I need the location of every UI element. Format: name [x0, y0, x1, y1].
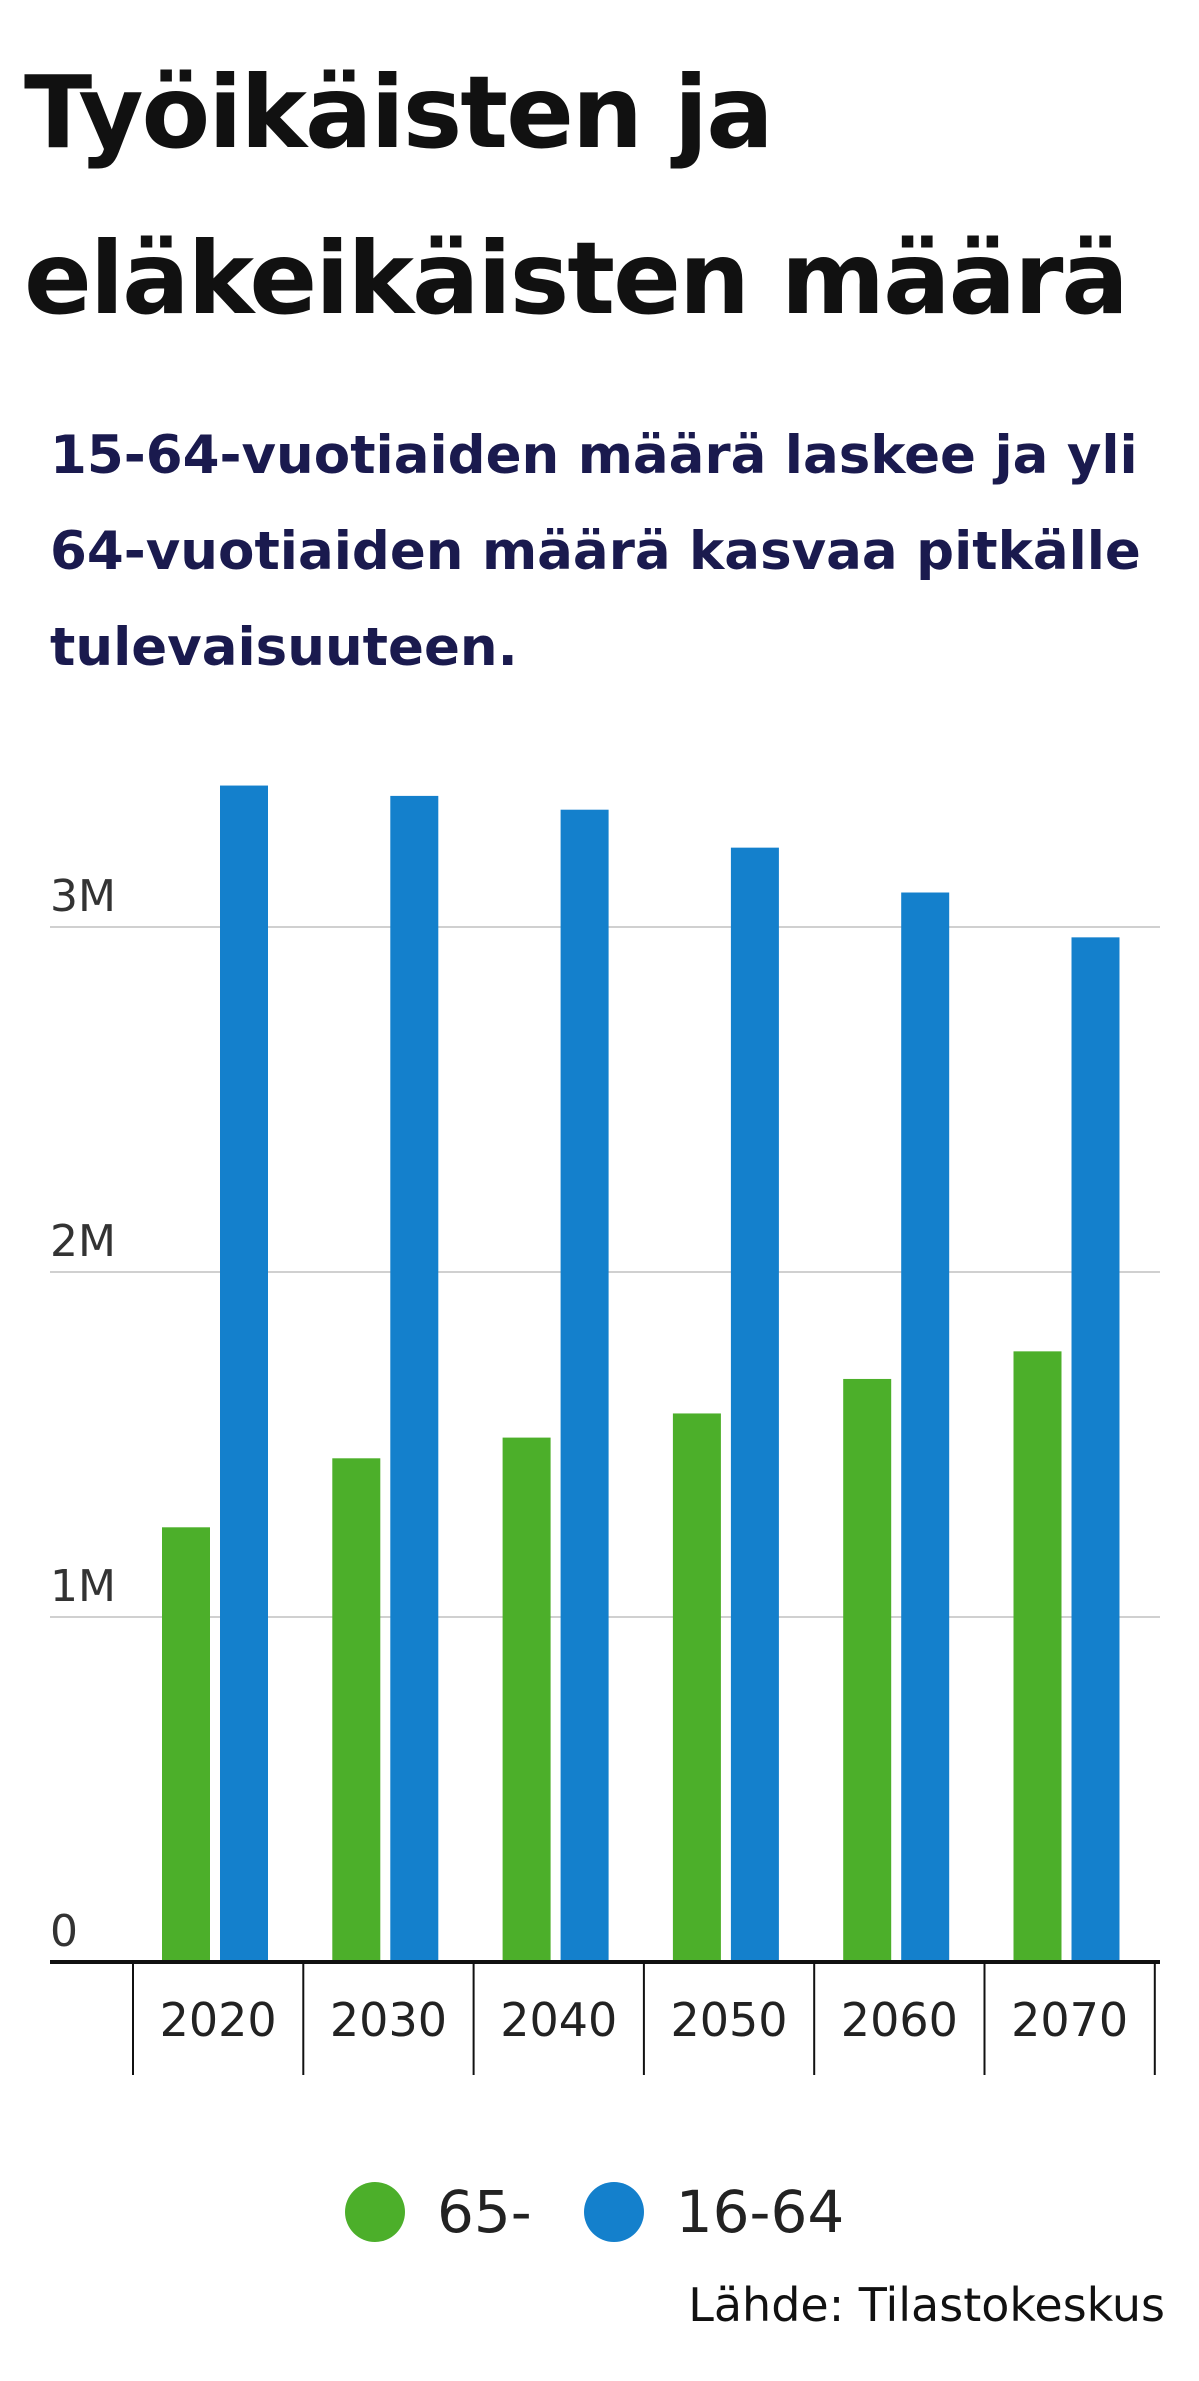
- bar-65-plus: [162, 1527, 210, 1962]
- bar-16-64: [560, 809, 609, 1963]
- bar-65-plus: [1013, 1351, 1062, 1962]
- source-note: Lähde: Tilastokeskus: [688, 2278, 1165, 2332]
- bar-16-64: [220, 785, 268, 1962]
- bar-16-64: [901, 892, 950, 1962]
- y-tick-labels: 0 1M 2M 3M: [50, 871, 116, 1957]
- legend-swatch-65-plus: [345, 2182, 405, 2242]
- x-tick-label: 2060: [841, 1993, 958, 2047]
- legend: 65- 16-64: [345, 2172, 896, 2252]
- bar-16-64: [730, 847, 779, 1962]
- x-axis: [50, 1960, 1160, 2075]
- x-tick-labels: 2020 2030 2040 2050 2060 2070: [160, 1993, 1129, 2047]
- chart-title: Työikäisten ja eläkeikäisten määrä: [24, 54, 1129, 337]
- legend-swatch-16-64: [583, 2182, 644, 2242]
- bar-65-plus: [672, 1413, 721, 1962]
- bar-16-64: [390, 795, 439, 1962]
- bar-16-64: [1071, 937, 1120, 1962]
- bar-65-plus: [332, 1458, 381, 1962]
- x-tick-label: 2070: [1011, 1993, 1128, 2047]
- y-tick-label: 3M: [50, 871, 116, 922]
- bars: [162, 785, 1120, 1963]
- bar-65-plus: [502, 1437, 551, 1962]
- x-tick-label: 2020: [160, 1993, 277, 2047]
- bar-chart: 0 1M 2M 3M 2020 2030 2040 2050 2060 2070: [50, 785, 1160, 2075]
- y-tick-label: 2M: [50, 1216, 116, 1267]
- legend-item-16-64: 16-64: [583, 2178, 845, 2246]
- chart-subtitle: 15-64-vuotiaiden määrä laskee ja yli 64-…: [50, 425, 1141, 678]
- x-tick-label: 2030: [330, 1993, 447, 2047]
- bar-65-plus: [843, 1378, 892, 1962]
- x-tick-label: 2040: [500, 1993, 617, 2047]
- legend-item-65-plus: 65-: [345, 2178, 532, 2246]
- x-tick-label: 2050: [671, 1993, 788, 2047]
- y-tick-label: 1M: [50, 1561, 116, 1612]
- legend-label-16-64: 16-64: [675, 2178, 845, 2246]
- y-tick-label: 0: [50, 1906, 78, 1957]
- legend-label-65-plus: 65-: [437, 2178, 532, 2246]
